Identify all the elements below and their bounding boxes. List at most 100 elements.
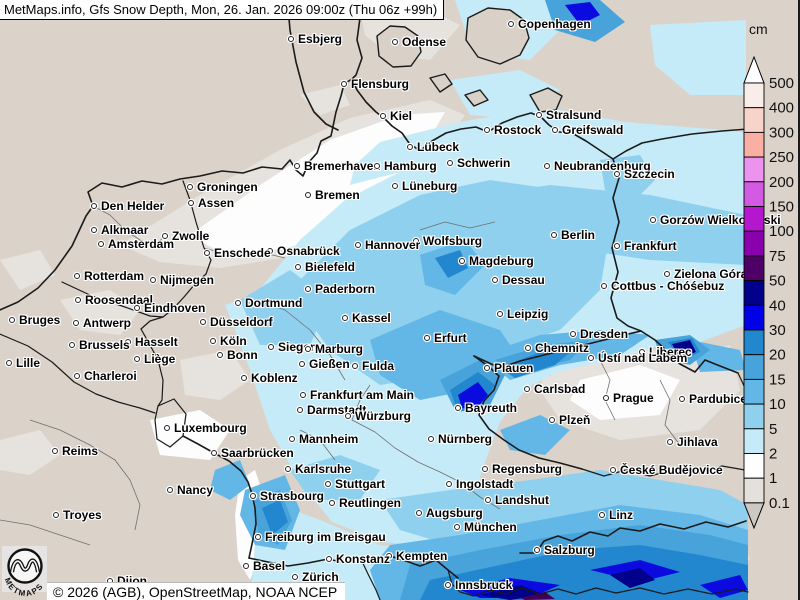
city-marker-icon xyxy=(455,405,461,411)
city-marker-icon xyxy=(445,582,451,588)
city-marker-icon xyxy=(91,227,97,233)
city-name: Greifswald xyxy=(562,123,623,137)
city-label: Prague xyxy=(603,390,654,406)
city-name: Köln xyxy=(220,334,247,348)
city-marker-icon xyxy=(211,450,217,456)
city-label: Frankfurt xyxy=(614,238,677,254)
city-marker-icon xyxy=(134,305,140,311)
city-label: Hamburg xyxy=(374,158,437,174)
legend-tick-label: 500 xyxy=(769,75,794,92)
city-name: Düsseldorf xyxy=(210,315,273,329)
city-marker-icon xyxy=(341,81,347,87)
city-marker-icon xyxy=(345,413,351,419)
city-label: Troyes xyxy=(53,507,102,523)
city-marker-icon xyxy=(392,183,398,189)
city-label: Lüneburg xyxy=(392,178,457,194)
city-marker-icon xyxy=(210,338,216,344)
city-marker-icon xyxy=(200,319,206,325)
city-marker-icon xyxy=(69,342,75,348)
city-marker-icon xyxy=(73,320,79,326)
city-label: Saarbrücken xyxy=(211,445,294,461)
city-label: Eindhoven xyxy=(134,300,205,316)
legend-tick-label: 200 xyxy=(769,174,794,191)
city-name: Bremerhaven xyxy=(304,159,381,173)
legend-tick-label: 40 xyxy=(769,297,786,314)
city-name: Bruges xyxy=(19,313,60,327)
city-name: Salzburg xyxy=(544,543,595,557)
city-name: Flensburg xyxy=(351,77,409,91)
legend-color-box xyxy=(744,231,764,256)
city-label: Magdeburg xyxy=(459,253,534,269)
city-name: Enschede xyxy=(214,246,271,260)
city-label: Berlin xyxy=(551,227,595,243)
city-label: Charleroi xyxy=(74,368,137,384)
attribution-text: © 2026 (AGB), OpenStreetMap, NOAA NCEP xyxy=(53,584,337,600)
city-name: Rostock xyxy=(494,123,541,137)
city-name: Marburg xyxy=(315,342,363,356)
city-name: München xyxy=(464,520,517,534)
city-marker-icon xyxy=(297,407,303,413)
city-label: Nürnberg xyxy=(428,431,492,447)
legend-tick-label: 0.1 xyxy=(769,495,790,512)
legend-color-box xyxy=(744,132,764,157)
city-marker-icon xyxy=(250,493,256,499)
city-marker-icon xyxy=(428,436,434,442)
legend-tick-label: 1 xyxy=(769,470,777,487)
city-label: Osnabrück xyxy=(267,243,340,259)
city-marker-icon xyxy=(75,297,81,303)
city-name: Regensburg xyxy=(492,462,562,476)
city-label: Marburg xyxy=(305,341,363,357)
city-name: Zwolle xyxy=(172,229,209,243)
city-label: Nancy xyxy=(167,482,213,498)
snow-depth-legend: 500400300250200150100755040302015105210.… xyxy=(742,55,800,533)
city-marker-icon xyxy=(294,163,300,169)
city-label: Dessau xyxy=(492,272,545,288)
city-label: Luxembourg xyxy=(164,420,247,436)
city-name: Innsbruck xyxy=(455,578,512,592)
city-marker-icon xyxy=(525,345,531,351)
city-marker-icon xyxy=(446,481,452,487)
city-name: Dortmund xyxy=(245,296,302,310)
city-marker-icon xyxy=(407,144,413,150)
city-name: Berlin xyxy=(561,228,595,242)
legend-tick-label: 250 xyxy=(769,149,794,166)
city-marker-icon xyxy=(9,317,15,323)
city-name: Assen xyxy=(198,196,234,210)
city-name: Amsterdam xyxy=(108,237,174,251)
city-marker-icon xyxy=(484,127,490,133)
city-marker-icon xyxy=(549,417,555,423)
city-name: Landshut xyxy=(495,493,549,507)
city-marker-icon xyxy=(544,163,550,169)
city-name: Luxembourg xyxy=(174,421,247,435)
city-name: Osnabrück xyxy=(277,244,340,258)
city-label: Plzeň xyxy=(549,412,590,428)
city-label: Fulda xyxy=(352,358,394,374)
city-name: Fulda xyxy=(362,359,394,373)
city-name: Cottbus - Chóśebuz xyxy=(611,279,724,293)
legend-color-box xyxy=(744,157,764,182)
city-label: Paderborn xyxy=(305,281,375,297)
city-name: Hamburg xyxy=(384,159,437,173)
city-marker-icon xyxy=(52,448,58,454)
legend-unit-label: cm xyxy=(749,21,768,37)
city-name: Konstanz xyxy=(336,552,390,566)
city-marker-icon xyxy=(305,192,311,198)
city-label: Mannheim xyxy=(289,431,358,447)
city-label: Wolfsburg xyxy=(413,233,482,249)
city-marker-icon xyxy=(454,524,460,530)
city-name: Esbjerg xyxy=(298,32,342,46)
city-label: Basel xyxy=(243,558,285,574)
city-marker-icon xyxy=(614,243,620,249)
city-name: Nijmegen xyxy=(160,273,214,287)
city-name: Kassel xyxy=(352,311,391,325)
city-label: Frankfurt am Main xyxy=(300,387,414,403)
city-marker-icon xyxy=(650,217,656,223)
city-name: Stuttgart xyxy=(335,477,385,491)
city-name: Leipzig xyxy=(507,307,548,321)
city-name: Augsburg xyxy=(426,506,483,520)
city-name: Saarbrücken xyxy=(221,446,294,460)
city-marker-icon xyxy=(288,36,294,42)
city-marker-icon xyxy=(524,386,530,392)
city-marker-icon xyxy=(289,436,295,442)
city-marker-icon xyxy=(187,184,193,190)
